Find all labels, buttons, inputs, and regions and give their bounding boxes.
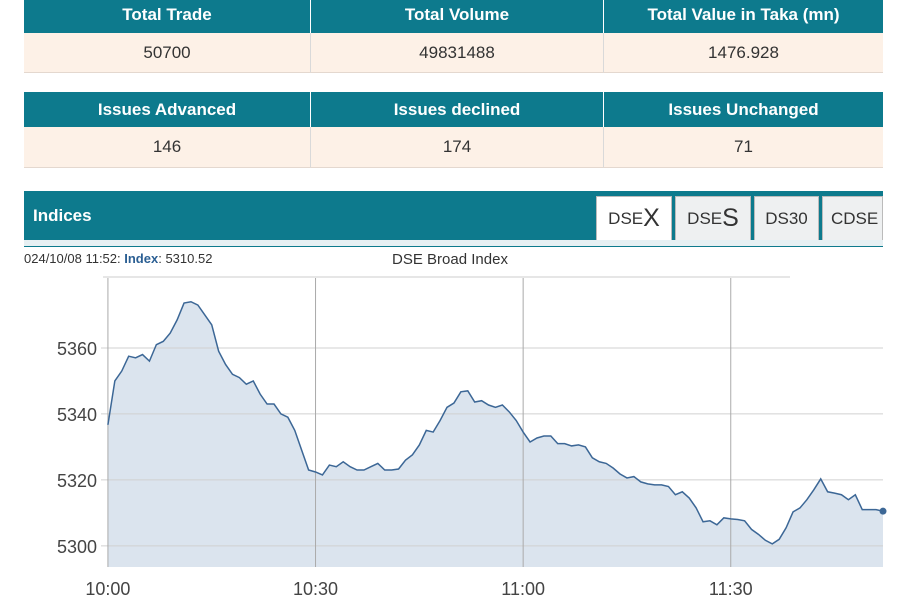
y-tick-label: 5340 <box>57 405 97 425</box>
tab-suffix: X <box>643 204 660 232</box>
y-tick-label: 5360 <box>57 339 97 359</box>
indices-bar: Indices DSE X DSE S DS30 CDSE <box>24 191 883 240</box>
header-cell: Issues declined <box>311 92 604 127</box>
last-point <box>879 507 887 515</box>
header-cell: Issues Unchanged <box>604 92 883 127</box>
tab[interactable]: DSE X <box>596 196 672 240</box>
header-cell: Total Value in Taka (mn) <box>604 0 883 33</box>
header-cell: Total Trade <box>24 0 311 33</box>
tab[interactable]: DS30 <box>754 196 819 240</box>
tab-label: CDSE <box>831 208 879 228</box>
indices-title: Indices <box>33 206 92 225</box>
tab-suffix: S <box>722 204 739 232</box>
indices-strip <box>24 240 883 247</box>
value-cell: 50700 <box>24 33 311 73</box>
tab-label: DS30 <box>765 208 808 228</box>
value-cell: 49831488 <box>311 33 604 73</box>
y-tick-label: 5300 <box>57 537 97 557</box>
header-cell: Total Volume <box>311 0 604 33</box>
value-cell: 174 <box>311 127 604 168</box>
value-cell: 1476.928 <box>604 33 883 73</box>
status-label: Index <box>124 251 159 266</box>
line <box>107 300 884 545</box>
status-value: : 5310.52 <box>158 251 213 266</box>
header-cell: Issues Advanced <box>24 92 311 127</box>
x-tick-label: 10:30 <box>293 579 338 599</box>
chart-title: DSE Broad Index <box>392 251 508 268</box>
tab-prefix: DSE <box>687 208 723 228</box>
x-tick-label: 11:30 <box>709 579 753 599</box>
y-tick-label: 5320 <box>57 471 97 491</box>
value-cell: 146 <box>24 127 311 168</box>
status-time: 024/10/08 11:52: <box>24 251 121 266</box>
status-line: 024/10/08 11:52: Index: 5310.52 <box>24 251 212 266</box>
area <box>107 301 884 567</box>
x-tick-label: 10:00 <box>85 579 130 599</box>
value-cell: 71 <box>604 127 883 168</box>
summary-table: Total Trade Total Volume Total Value in … <box>24 0 883 73</box>
issues-table: Issues Advanced Issues declined Issues U… <box>24 92 883 168</box>
tab[interactable]: DSE S <box>675 196 751 240</box>
tab-prefix: DSE <box>608 208 644 228</box>
x-tick-label: 11:00 <box>501 579 545 599</box>
tab[interactable]: CDSE <box>822 196 883 240</box>
